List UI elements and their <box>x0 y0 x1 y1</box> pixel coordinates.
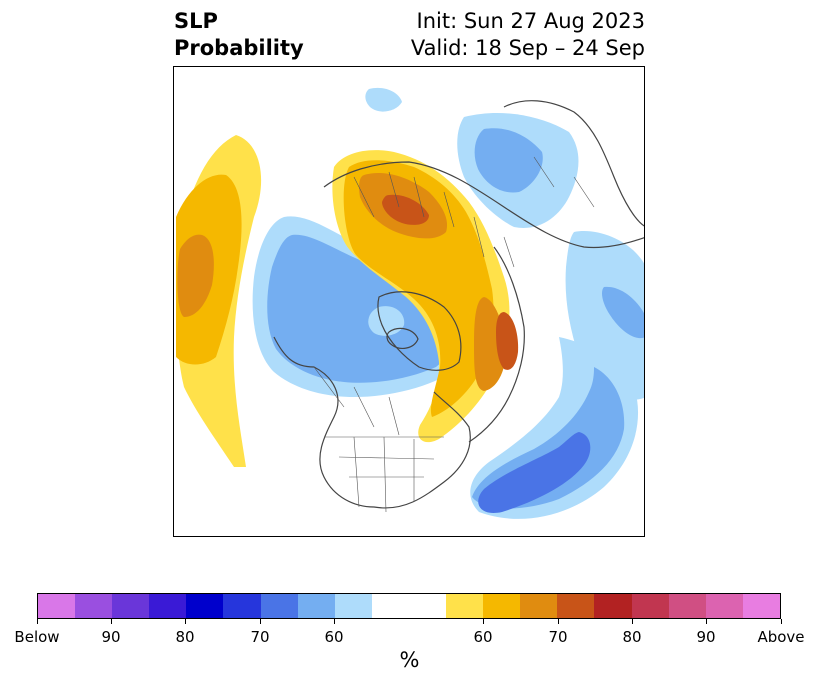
colorbar-segment <box>520 594 558 618</box>
colorbar-tick-mark <box>558 619 559 624</box>
colorbar-segment <box>483 594 521 618</box>
colorbar-segment <box>371 594 447 618</box>
colorbar-tick-label: 60 <box>473 628 493 646</box>
colorbar-tick-mark <box>483 619 484 624</box>
atlantic-below-region-strong <box>478 432 591 513</box>
colorbar-segment <box>38 594 76 618</box>
colorbar-segment <box>446 594 484 618</box>
colorbar-tick-label: 80 <box>622 628 642 646</box>
north-america-coast <box>273 336 471 509</box>
asia-coast <box>503 100 644 227</box>
eurasia-borders <box>353 156 595 268</box>
colorbar-tick-label: Above <box>757 628 805 646</box>
canada-borders <box>313 366 400 436</box>
colorbar-tick-label: 70 <box>548 628 568 646</box>
colorbar-segment <box>260 594 298 618</box>
colorbar-segment <box>705 594 743 618</box>
colorbar-tick-mark <box>260 619 261 624</box>
pacific-above-region-strong <box>177 234 214 317</box>
colorbar-segment <box>668 594 706 618</box>
siberia-below-region-mid <box>474 128 543 193</box>
east-siberia-below-mid <box>602 286 644 339</box>
colorbar-unit-label: % <box>399 648 420 672</box>
valid-range: Valid: 18 Sep – 24 Sep <box>410 36 645 60</box>
colorbar-tick-label: 70 <box>250 628 270 646</box>
colorbar-tick-label: 80 <box>175 628 195 646</box>
colorbar-segment <box>75 594 113 618</box>
scandinavia-above-region-stronger <box>496 312 519 370</box>
europe-coast <box>468 246 525 443</box>
colorbar-tick-label: 90 <box>101 628 121 646</box>
map-title: SLP Probability <box>174 8 304 62</box>
colorbar-tick-mark <box>781 619 782 624</box>
colorbar-segment <box>149 594 187 618</box>
colorbar-segment <box>334 594 372 618</box>
us-borders <box>324 436 444 513</box>
europe-above-region-mid <box>343 160 494 417</box>
probability-map <box>176 87 644 519</box>
init-date: Init: Sun 27 Aug 2023 <box>416 9 645 33</box>
colorbar-segment <box>186 594 224 618</box>
colorbar-segment <box>557 594 595 618</box>
arctic-below-region-light-inner <box>368 306 405 336</box>
colorbar-segment <box>631 594 669 618</box>
colorbar-segment <box>223 594 261 618</box>
colorbar-tick-mark <box>185 619 186 624</box>
greenland-coast <box>377 291 462 371</box>
kara-below-light <box>365 87 402 112</box>
colorbar-segment <box>742 594 780 618</box>
colorbar-segment <box>297 594 335 618</box>
arctic-islands <box>386 327 419 349</box>
colorbar-tick-mark <box>632 619 633 624</box>
colorbar-tick-label: 90 <box>696 628 716 646</box>
map-panel <box>173 66 645 537</box>
colorbar-tick-label: Below <box>14 628 60 646</box>
political-borders <box>313 156 595 513</box>
title-variable: SLP <box>174 9 218 33</box>
coastlines <box>273 100 644 509</box>
europe-above-region-stronger <box>382 194 429 225</box>
colorbar-tick-label: 60 <box>324 628 344 646</box>
colorbar-tick-mark <box>37 619 38 624</box>
map-dates: Init: Sun 27 Aug 2023 Valid: 18 Sep – 24… <box>411 8 645 62</box>
colorbar-tick-mark <box>706 619 707 624</box>
colorbar-segment <box>594 594 632 618</box>
title-quantity: Probability <box>174 36 304 60</box>
eurasia-coast <box>323 161 644 249</box>
colorbar-segment <box>112 594 150 618</box>
colorbar-tick-mark <box>334 619 335 624</box>
colorbar-tick-mark <box>111 619 112 624</box>
colorbar <box>37 593 781 619</box>
